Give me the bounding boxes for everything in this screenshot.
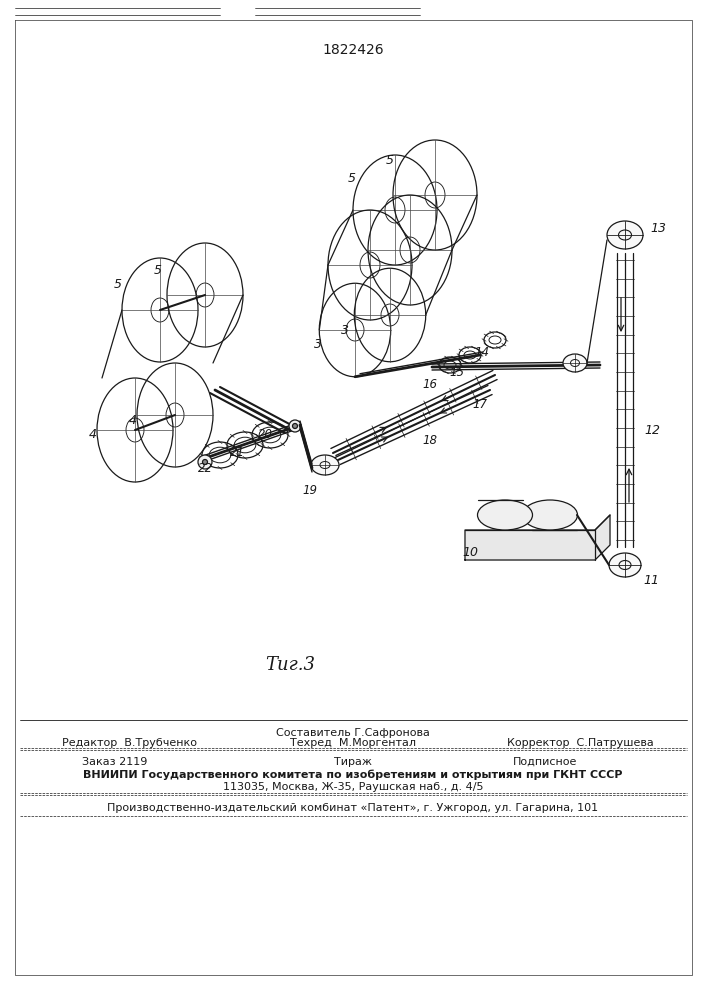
Ellipse shape bbox=[289, 420, 301, 432]
Ellipse shape bbox=[198, 455, 212, 469]
Text: 13: 13 bbox=[650, 222, 666, 234]
Text: 14: 14 bbox=[474, 347, 489, 360]
Text: 22: 22 bbox=[197, 462, 213, 475]
Text: 19: 19 bbox=[303, 484, 317, 496]
Text: 11: 11 bbox=[643, 574, 659, 586]
Text: 5: 5 bbox=[114, 278, 122, 292]
Text: Составитель Г.Сафронова: Составитель Г.Сафронова bbox=[276, 728, 430, 738]
Text: 4: 4 bbox=[89, 428, 97, 442]
Ellipse shape bbox=[293, 424, 298, 428]
Text: Подписное: Подписное bbox=[513, 757, 577, 767]
Ellipse shape bbox=[522, 500, 578, 530]
Ellipse shape bbox=[609, 553, 641, 577]
Text: 3: 3 bbox=[314, 338, 322, 352]
Text: Производственно-издательский комбинат «Патент», г. Ужгород, ул. Гагарина, 101: Производственно-издательский комбинат «П… bbox=[107, 803, 599, 813]
Text: Техред  М.Моргентал: Техред М.Моргентал bbox=[290, 738, 416, 748]
Ellipse shape bbox=[477, 500, 532, 530]
Text: 16: 16 bbox=[423, 378, 438, 391]
Ellipse shape bbox=[202, 460, 207, 464]
Text: Τиг.3: Τиг.3 bbox=[265, 656, 315, 674]
Text: ВНИИПИ Государственного комитета по изобретениям и открытиям при ГКНТ СССР: ВНИИПИ Государственного комитета по изоб… bbox=[83, 770, 623, 780]
Text: 3: 3 bbox=[341, 324, 349, 336]
Text: 113035, Москва, Ж-35, Раушская наб., д. 4/5: 113035, Москва, Ж-35, Раушская наб., д. … bbox=[223, 782, 484, 792]
Text: Заказ 2119: Заказ 2119 bbox=[82, 757, 148, 767]
Text: 5: 5 bbox=[154, 263, 162, 276]
Text: Редактор  В.Трубченко: Редактор В.Трубченко bbox=[62, 738, 197, 748]
Text: 5: 5 bbox=[386, 153, 394, 166]
Text: 1822426: 1822426 bbox=[322, 43, 384, 57]
Ellipse shape bbox=[563, 354, 587, 372]
Text: 10: 10 bbox=[462, 546, 478, 560]
Text: 4: 4 bbox=[129, 414, 137, 426]
Text: 12: 12 bbox=[644, 424, 660, 436]
Ellipse shape bbox=[311, 455, 339, 475]
Text: Тираж: Тираж bbox=[334, 757, 372, 767]
Polygon shape bbox=[465, 515, 610, 560]
Text: 15: 15 bbox=[450, 365, 464, 378]
Text: 5: 5 bbox=[348, 172, 356, 184]
Text: 21: 21 bbox=[230, 446, 245, 460]
Text: 17: 17 bbox=[472, 398, 488, 412]
Ellipse shape bbox=[607, 221, 643, 249]
Text: 18: 18 bbox=[423, 434, 438, 446]
Text: 20: 20 bbox=[257, 428, 272, 442]
Text: Корректор  С.Патрушева: Корректор С.Патрушева bbox=[507, 738, 653, 748]
